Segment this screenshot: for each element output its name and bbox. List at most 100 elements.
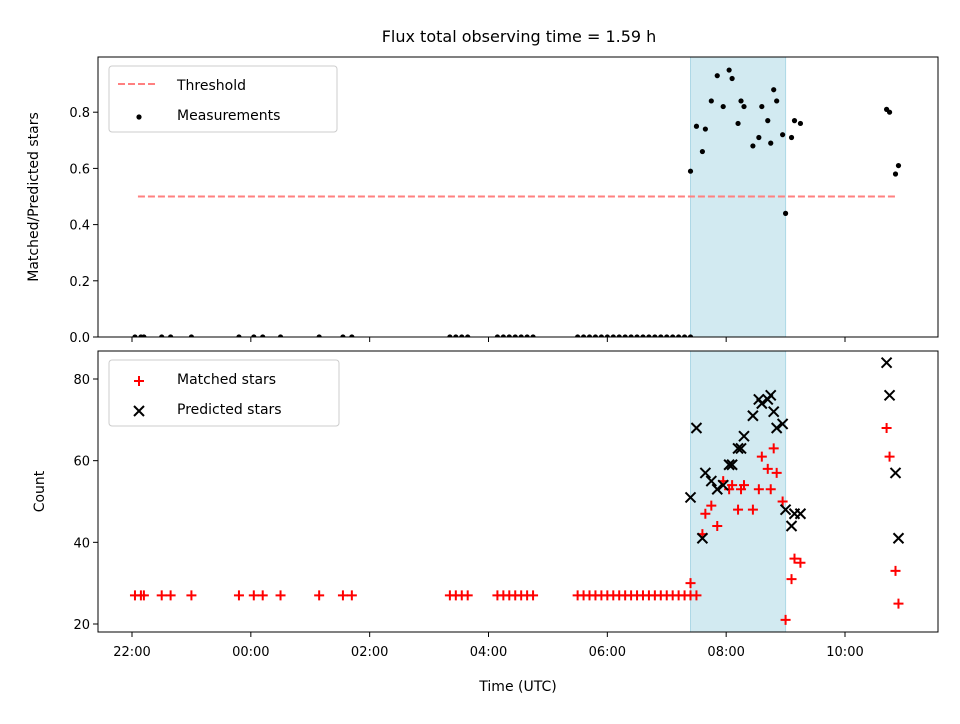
y-tick-label: 0.8 xyxy=(69,106,90,121)
measurement-point xyxy=(759,103,765,110)
predicted-star-point xyxy=(738,430,750,442)
predicted-star-point xyxy=(732,442,744,455)
x-tick-label: 06:00 xyxy=(589,645,626,660)
predicted-star-point xyxy=(889,467,902,479)
measurement-point xyxy=(756,134,762,141)
matched-star-point xyxy=(706,500,717,511)
predicted-star-point xyxy=(747,410,759,422)
measurement-point xyxy=(494,334,501,337)
measurement-point xyxy=(726,67,732,73)
matched-star-point xyxy=(346,590,357,601)
matched-star-point xyxy=(756,451,767,462)
matched-star-point xyxy=(733,504,744,515)
matched-star-point xyxy=(890,565,901,576)
top-panel: 0.0 0.2 0.4 0.6 0.8 Matched/Predicted stars Th… xyxy=(26,56,939,346)
predicted-star-point xyxy=(883,389,896,402)
measurement-point xyxy=(652,334,658,337)
x-tick-label: 08:00 xyxy=(707,645,744,660)
measurement-point xyxy=(316,334,322,337)
matched-star-point xyxy=(685,578,696,589)
legend-measurement-marker xyxy=(136,114,142,120)
matched-star-point xyxy=(712,521,723,531)
legend: Threshold Measurements xyxy=(108,65,338,133)
measurement-point xyxy=(500,334,506,337)
predicted-star-point xyxy=(717,479,729,491)
matched-star-point xyxy=(893,598,904,609)
x-tick-label: 04:00 xyxy=(470,645,507,660)
predicted-star-point xyxy=(794,508,807,520)
measurement-point xyxy=(628,334,634,337)
x-axis-label: Time (UTC) xyxy=(478,679,556,695)
predicted-star-point xyxy=(696,532,709,544)
matched-star-point xyxy=(337,590,348,601)
matched-star-point xyxy=(700,508,711,519)
axes-frame xyxy=(97,56,939,338)
matched-star-point xyxy=(738,480,749,491)
y-tick-label: 60 xyxy=(73,455,90,470)
measurement-point xyxy=(453,334,459,337)
measurement-point xyxy=(681,334,688,337)
measurement-point xyxy=(738,98,744,104)
measurement-point xyxy=(610,334,616,337)
matched-star-point xyxy=(186,590,197,601)
matched-star-point xyxy=(771,467,782,478)
measurement-point xyxy=(687,334,694,337)
matched-star-point xyxy=(762,463,773,474)
measurement-point xyxy=(750,143,756,149)
measurement-point xyxy=(782,210,789,216)
matched-star-point xyxy=(747,504,758,515)
measurement-point xyxy=(693,123,700,129)
matched-star-point xyxy=(691,590,702,601)
matched-star-point xyxy=(777,496,788,507)
measurement-point xyxy=(774,98,780,104)
measurement-point xyxy=(895,162,902,169)
bottom-panel: 20 40 60 80 22:00 00:00 02:00 04:00 06:00 08:00 10… xyxy=(32,350,939,695)
measurement-point xyxy=(676,334,682,337)
x-tick-label: 22:00 xyxy=(113,645,150,660)
measurement-point xyxy=(765,118,771,124)
measurement-point xyxy=(132,334,138,337)
measurement-point xyxy=(465,334,471,337)
axes-frame xyxy=(97,350,939,633)
measurement-point xyxy=(768,140,774,146)
measurement-point xyxy=(512,334,518,337)
measurement-point xyxy=(702,126,708,132)
predicted-star-point xyxy=(726,459,738,471)
measurement-point xyxy=(524,334,530,337)
measurement-point xyxy=(699,148,706,155)
measurement-point xyxy=(771,87,777,93)
matched-star-point xyxy=(528,590,539,601)
measurement-point xyxy=(447,334,453,337)
predicted-star-point xyxy=(705,475,718,487)
predicted-star-point xyxy=(779,503,792,516)
predicted-star-point xyxy=(770,422,783,434)
legend-box xyxy=(108,65,338,133)
predicted-star-point xyxy=(892,532,905,544)
measurement-point xyxy=(735,120,741,127)
matched-star-point xyxy=(156,590,167,601)
predicted-star-point xyxy=(735,442,747,455)
matched-star-point xyxy=(138,590,149,601)
legend-label: Measurements xyxy=(177,108,280,124)
legend-predicted-marker xyxy=(133,405,145,417)
measurement-point xyxy=(592,334,599,337)
measurement-point xyxy=(260,334,266,337)
measurement-point xyxy=(664,334,670,337)
predicted-star-point xyxy=(785,520,798,532)
predicted-star-point xyxy=(776,418,789,430)
y-tick-label: 80 xyxy=(73,373,90,388)
measurement-point xyxy=(168,334,174,337)
matched-star-point xyxy=(727,480,738,491)
y-axis-label: Matched/Predicted stars xyxy=(26,112,42,282)
matched-star-point xyxy=(780,614,791,625)
measurement-point xyxy=(580,334,587,337)
measurement-point xyxy=(708,98,714,104)
measurement-point xyxy=(729,75,735,82)
matched-star-point xyxy=(257,590,268,601)
matched-star-point xyxy=(795,557,806,568)
measurement-point xyxy=(886,109,893,115)
measurement-point xyxy=(188,334,195,337)
measurement-point xyxy=(586,334,593,337)
measurement-point xyxy=(604,334,610,337)
predicted-star-point xyxy=(690,422,703,434)
